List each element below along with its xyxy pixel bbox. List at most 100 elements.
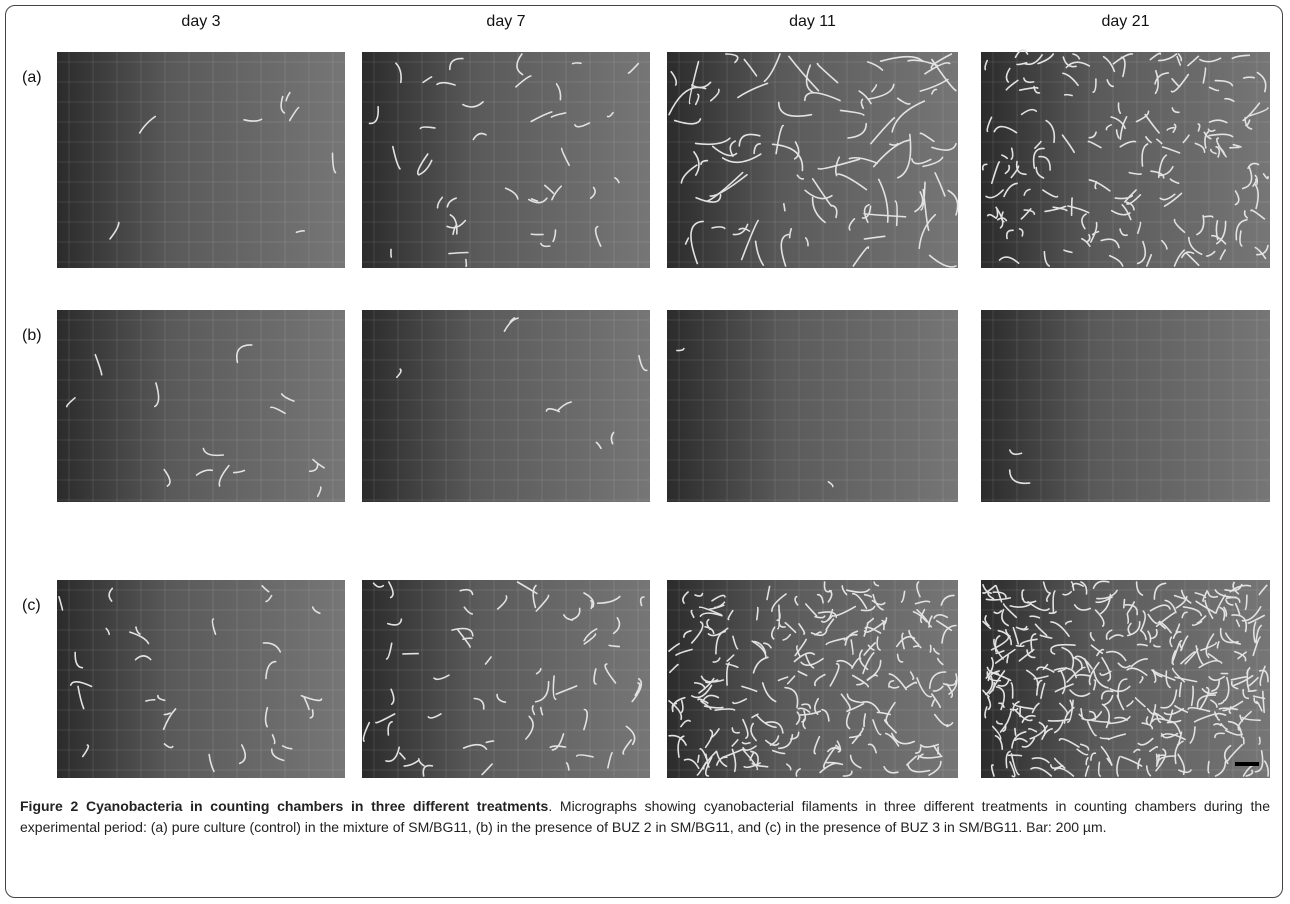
filament [1169,636,1173,648]
filament [844,630,859,646]
filament [872,139,910,168]
filament [403,759,420,767]
filament [706,618,711,630]
filament [693,151,700,176]
filament [1154,69,1159,95]
filament [422,76,433,84]
filament [743,762,761,769]
filament [1002,603,1018,619]
filament [711,226,726,230]
filament [1101,703,1111,729]
filament [590,599,593,610]
filament [709,174,748,197]
filament [625,725,636,746]
filament [793,141,800,160]
filament [901,632,905,650]
filament [848,734,862,739]
filament [1247,614,1265,624]
filament [449,214,458,235]
filament [58,596,64,611]
filament [1201,688,1218,695]
filament [1237,710,1252,731]
filament [1035,166,1045,179]
filament [700,159,709,166]
filament [550,112,567,118]
filament [446,197,457,208]
filament [991,725,1002,741]
filament [671,696,686,713]
filament [69,681,93,688]
filament [995,686,1006,711]
filament [933,647,940,655]
filament [804,189,833,200]
micrograph [981,580,1270,778]
filament [1023,209,1036,215]
filament [986,213,997,219]
filament [940,594,955,606]
filament [311,606,321,615]
filament [535,594,550,612]
filament [1105,629,1113,640]
filament [859,701,881,713]
filament [798,623,806,635]
filament [1196,694,1217,708]
filament [516,53,524,76]
filament [473,697,485,710]
filament [385,746,400,763]
filament [1147,630,1152,643]
filament [218,464,230,487]
filament [1193,713,1217,723]
filament [1047,718,1071,722]
filament [606,111,614,118]
filament [1177,53,1183,62]
filament [721,748,744,759]
filament [726,654,735,662]
filament [1001,608,1009,627]
filament [680,164,698,184]
filament [1234,190,1240,206]
filament [668,734,687,746]
filament [1224,676,1230,702]
filament [484,656,492,665]
filament [503,317,519,332]
filament [1247,107,1269,117]
filament [589,186,596,199]
filament [129,631,150,645]
filament [930,53,953,70]
filament [836,659,854,668]
filament [1235,619,1241,628]
filament [1169,178,1180,185]
filament [915,746,922,754]
filament [995,584,1003,603]
filament [851,592,868,610]
filament [1137,737,1154,746]
filament [1109,685,1131,693]
filament [891,100,926,133]
filament [819,762,841,774]
filament [387,721,393,736]
filament [682,591,689,604]
filament [1137,758,1141,770]
filament [677,735,685,758]
filament [375,713,396,724]
column-header: day 3 [181,13,220,30]
filament [1155,612,1176,627]
filament [1107,733,1126,741]
filament [496,595,508,610]
filament [280,393,295,402]
row-label: (a) [22,69,42,86]
filament [673,118,702,125]
filament [1234,650,1247,662]
filament [571,62,582,65]
filament [1190,685,1194,707]
filament [1225,632,1242,645]
filament [816,593,824,604]
filament [1242,736,1245,745]
filament [528,197,548,204]
filament [986,666,999,675]
filament [840,693,851,711]
filament [830,204,838,219]
filament [551,185,562,201]
filament [697,698,709,704]
filament [1220,722,1228,731]
